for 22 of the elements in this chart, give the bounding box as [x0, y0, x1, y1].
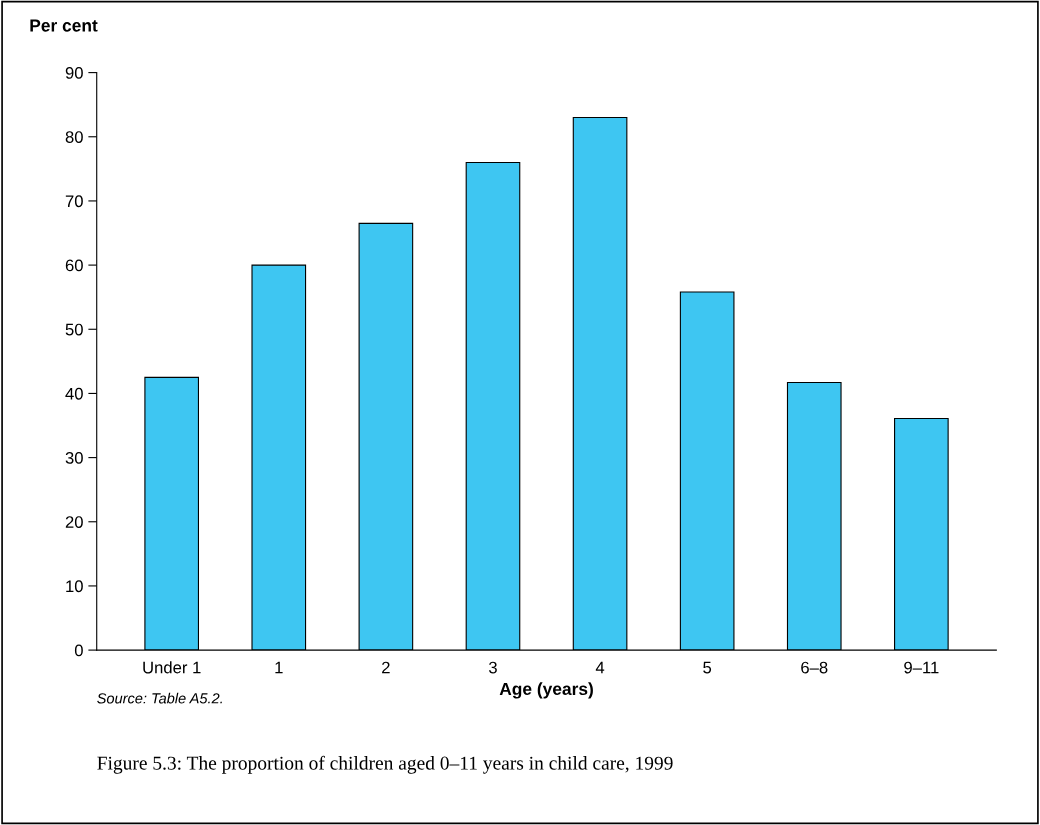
x-tick-label: 1 — [275, 661, 283, 674]
y-tick-label: 50 — [65, 323, 83, 336]
y-tick-label: 90 — [65, 67, 83, 79]
y-axis-title: Per cent — [30, 19, 98, 32]
x-tick-label: 4 — [595, 661, 605, 674]
y-tick-label: 80 — [65, 131, 83, 143]
x-tick-label: 6–8 — [801, 661, 828, 674]
x-tick-label: Under 1 — [143, 661, 201, 674]
x-tick-label: 2 — [382, 661, 390, 674]
y-tick-label: 0 — [74, 644, 83, 657]
y-tick-label: 70 — [65, 195, 83, 208]
x-axis-title: Age (years) — [499, 682, 593, 699]
y-tick-label: 40 — [65, 387, 83, 400]
caption: Figure 5.3: The proportion of children aged 0–11 years in child care, 1999 — [97, 755, 673, 774]
y-tick-label: 10 — [66, 580, 83, 593]
y-tick-label: 20 — [65, 516, 83, 528]
x-tick-label: 9–11 — [904, 661, 939, 674]
y-tick-label: 30 — [65, 452, 83, 464]
x-tick-label: 3 — [488, 661, 497, 674]
source-note: Source: Table A5.2. — [97, 692, 222, 704]
y-tick-label: 60 — [65, 259, 83, 272]
x-tick-label: 5 — [703, 661, 712, 674]
